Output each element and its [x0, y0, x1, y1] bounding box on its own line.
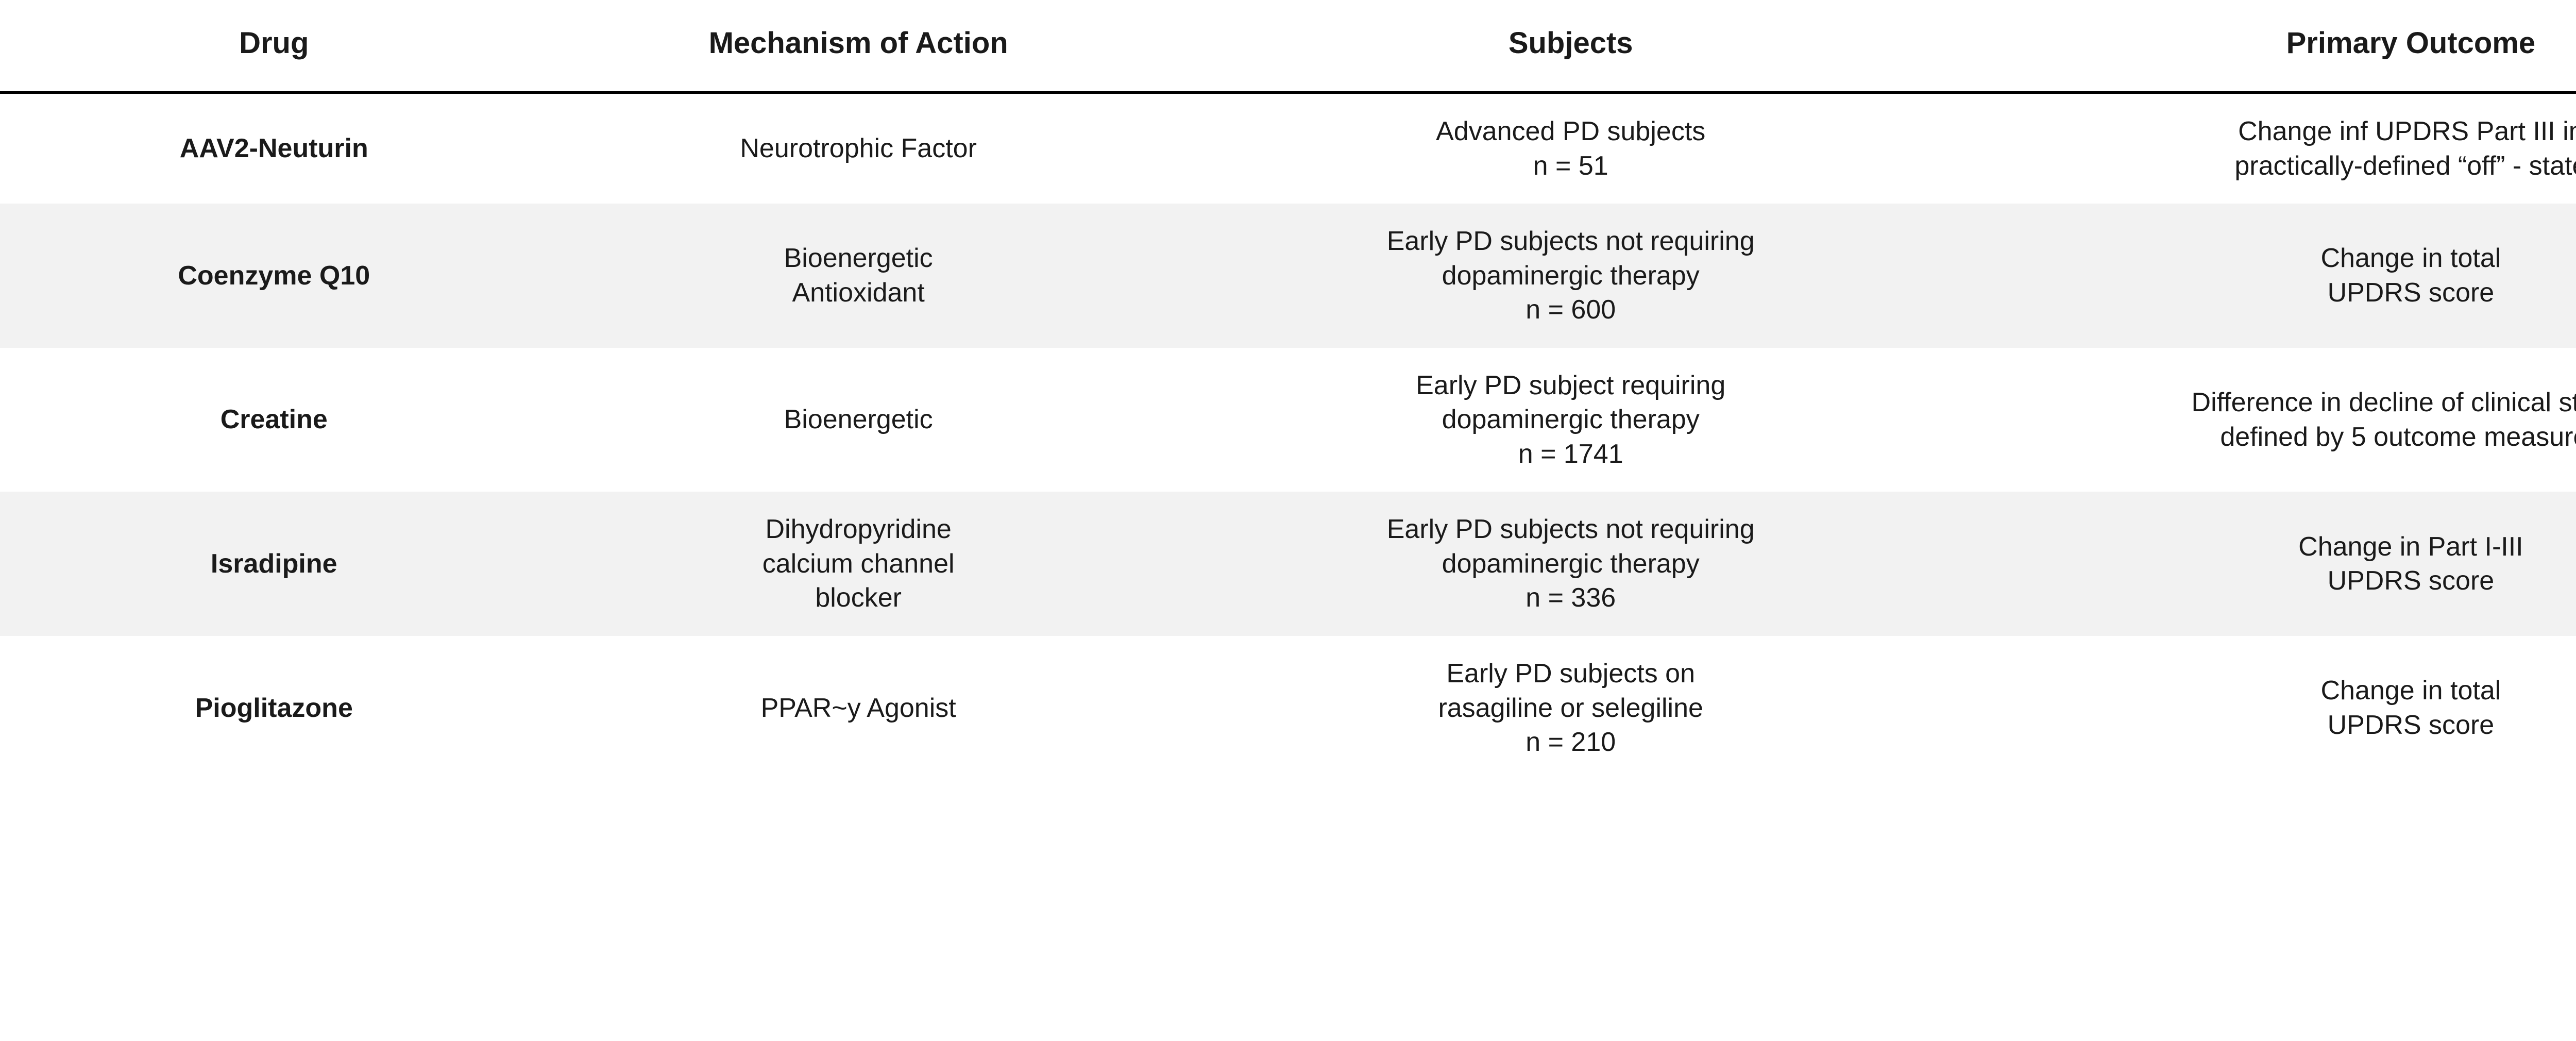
table-header-row: Drug Mechanism of Action Subjects Primar…: [0, 0, 2576, 93]
cell-subjects: Advanced PD subjectsn = 51: [1169, 93, 1973, 204]
table-row: Isradipine Dihydropyridinecalcium channe…: [0, 492, 2576, 636]
header-outcome: Primary Outcome: [1973, 0, 2576, 93]
header-subjects: Subjects: [1169, 0, 1973, 93]
cell-mechanism: PPAR~y Agonist: [548, 636, 1169, 780]
table-row: Pioglitazone PPAR~y Agonist Early PD sub…: [0, 636, 2576, 780]
cell-outcome: Difference in decline of clinical status…: [1973, 348, 2576, 492]
cell-drug: Pioglitazone: [0, 636, 548, 780]
cell-subjects: Early PD subject requiringdopaminergic t…: [1169, 348, 1973, 492]
cell-drug: Coenzyme Q10: [0, 204, 548, 348]
table-row: AAV2-Neuturin Neurotrophic Factor Advanc…: [0, 93, 2576, 204]
cell-outcome: Change in totalUPDRS score: [1973, 636, 2576, 780]
cell-mechanism: Bioenergetic: [548, 348, 1169, 492]
cell-subjects: Early PD subjects onrasagiline or selegi…: [1169, 636, 1973, 780]
cell-outcome: Change in totalUPDRS score: [1973, 204, 2576, 348]
cell-mechanism: Neurotrophic Factor: [548, 93, 1169, 204]
cell-subjects: Early PD subjects not requiringdopaminer…: [1169, 204, 1973, 348]
table-body: AAV2-Neuturin Neurotrophic Factor Advanc…: [0, 93, 2576, 780]
header-drug: Drug: [0, 0, 548, 93]
cell-outcome: Change in Part I-IIIUPDRS score: [1973, 492, 2576, 636]
cell-drug: Creatine: [0, 348, 548, 492]
header-mechanism: Mechanism of Action: [548, 0, 1169, 93]
table-row: Coenzyme Q10 BioenergeticAntioxidant Ear…: [0, 204, 2576, 348]
cell-mechanism: BioenergeticAntioxidant: [548, 204, 1169, 348]
cell-subjects: Early PD subjects not requiringdopaminer…: [1169, 492, 1973, 636]
clinical-trials-table-container: Drug Mechanism of Action Subjects Primar…: [0, 0, 2576, 780]
cell-drug: Isradipine: [0, 492, 548, 636]
table-row: Creatine Bioenergetic Early PD subject r…: [0, 348, 2576, 492]
cell-mechanism: Dihydropyridinecalcium channelblocker: [548, 492, 1169, 636]
cell-outcome: Change inf UPDRS Part III inpractically-…: [1973, 93, 2576, 204]
cell-drug: AAV2-Neuturin: [0, 93, 548, 204]
clinical-trials-table: Drug Mechanism of Action Subjects Primar…: [0, 0, 2576, 780]
